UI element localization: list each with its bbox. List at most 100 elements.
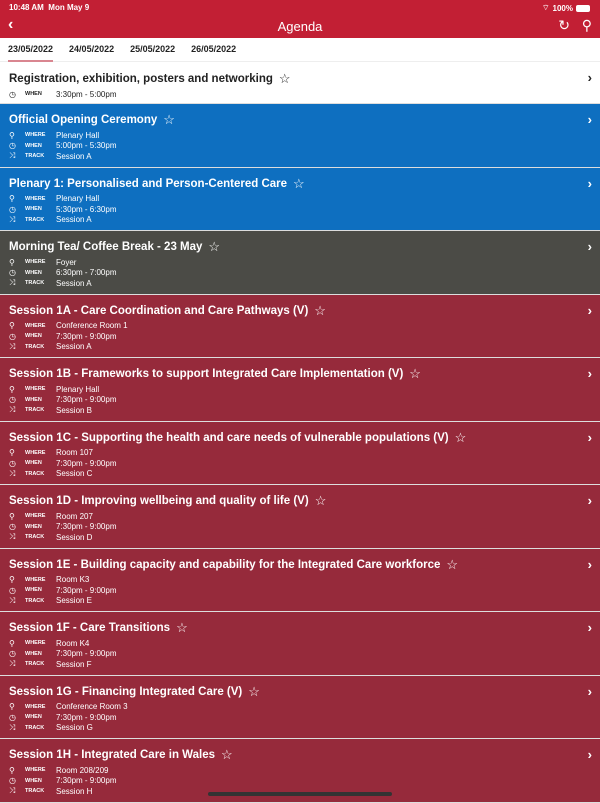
where-icon: ⚲ — [9, 448, 15, 458]
when-icon: ◷ — [9, 776, 16, 786]
item-title: Session 1E - Building capacity and capab… — [9, 558, 441, 571]
agenda-item[interactable]: Session 1A - Care Coordination and Care … — [0, 294, 600, 358]
when-icon: ◷ — [9, 712, 16, 722]
track-value: Session E — [56, 596, 93, 606]
when-label: WHEN — [25, 206, 42, 213]
status-right: ⌔ 100% — [542, 3, 590, 13]
track-label: TRACK — [25, 597, 45, 604]
agenda-item[interactable]: Official Opening Ceremony ☆ ⚲ WHERE Plenary … — [0, 104, 600, 168]
refresh-icon[interactable]: ↻ — [558, 17, 570, 33]
track-label: TRACK — [25, 724, 45, 731]
tab-date[interactable]: 24/05/2022 — [69, 44, 115, 54]
item-title: Official Opening Ceremony — [9, 114, 158, 126]
tab-date[interactable]: 26/05/2022 — [191, 44, 237, 54]
track-value: Session D — [56, 532, 93, 542]
agenda-item[interactable]: Plenary 1: Personalised and Person-Cente… — [0, 167, 600, 231]
agenda-item[interactable]: Session 1D - Improving wellbeing and qua… — [0, 485, 600, 549]
star-icon[interactable]: ☆ — [208, 239, 221, 254]
track-label: TRACK — [25, 470, 45, 477]
star-icon[interactable]: ☆ — [293, 175, 305, 191]
where-value: Room K4 — [56, 638, 90, 648]
star-icon[interactable]: ☆ — [454, 429, 467, 445]
item-where: ⚲ WHERE Room 207 — [9, 511, 591, 522]
where-value: Foyer — [56, 257, 77, 267]
item-title-row: Official Opening Ceremony ☆ — [9, 112, 591, 128]
track-icon: ⤨ — [9, 595, 16, 605]
track-icon: ⤨ — [9, 341, 16, 351]
chevron-right-icon: › — [587, 683, 592, 699]
track-value: Session B — [56, 405, 93, 415]
item-title: Session 1F - Care Transitions — [9, 622, 171, 634]
star-icon[interactable]: ☆ — [163, 112, 175, 127]
app-header: 10:48 AM Mon May 9 ⌔ 100% ‹ Agenda ↻ ⚲ — [0, 0, 600, 38]
wifi-icon: ⌔ — [542, 3, 550, 12]
track-icon: ⤨ — [9, 278, 16, 288]
where-label: WHERE — [25, 640, 46, 647]
agenda-item[interactable]: Morning Tea/ Coffee Break - 23 May ☆ ⚲ WHER… — [0, 231, 600, 295]
track-value: Session A — [56, 278, 92, 288]
where-value: Conference Room 3 — [56, 702, 128, 712]
chevron-right-icon: › — [587, 366, 592, 381]
star-icon[interactable]: ☆ — [278, 71, 291, 86]
item-track: ⤨ TRACK Session E — [9, 596, 591, 607]
track-icon: ⤨ — [9, 532, 16, 542]
chevron-right-icon: › — [587, 493, 592, 508]
item-where: ⚲ WHERE Plenary Hall — [9, 384, 591, 395]
where-label: WHERE — [25, 513, 46, 520]
chevron-right-icon: › — [587, 747, 592, 762]
where-icon: ⚲ — [9, 638, 15, 648]
where-label: WHERE — [25, 132, 46, 139]
where-value: Room K3 — [56, 575, 90, 585]
where-label: WHERE — [25, 576, 46, 583]
track-label: TRACK — [25, 407, 45, 414]
agenda-item[interactable]: Session 1G - Financing Integrated Care (… — [0, 675, 600, 739]
where-label: WHERE — [25, 767, 46, 774]
star-icon[interactable]: ☆ — [176, 620, 188, 635]
back-chevron-icon[interactable]: ‹ — [8, 16, 14, 33]
star-icon[interactable]: ☆ — [248, 683, 260, 699]
search-icon[interactable]: ⚲ — [581, 17, 592, 33]
agenda-list: Registration, exhibition, posters and ne… — [0, 62, 600, 803]
agenda-item[interactable]: Session 1C - Supporting the health and c… — [0, 421, 600, 485]
when-label: WHEN — [25, 269, 42, 276]
agenda-item[interactable]: Session 1H - Integrated Care in Wales ☆ ⚲ W… — [0, 739, 600, 803]
when-value: 7:30pm - 9:00pm — [56, 458, 117, 468]
star-icon[interactable]: ☆ — [446, 556, 459, 572]
when-label: WHEN — [25, 142, 42, 149]
when-icon: ◷ — [9, 204, 16, 214]
item-title: Session 1B - Frameworks to support Integ… — [9, 368, 404, 380]
where-icon: ⚲ — [9, 765, 15, 775]
item-track: ⤨ TRACK Session D — [9, 532, 591, 543]
agenda-item[interactable]: Session 1E - Building capacity and capab… — [0, 548, 600, 612]
item-where: ⚲ WHERE Foyer — [9, 257, 591, 268]
item-when: ◷ WHEN 5:30pm - 6:30pm — [9, 204, 591, 215]
star-icon[interactable]: ☆ — [314, 302, 326, 318]
when-value: 7:30pm - 9:00pm — [56, 649, 117, 659]
item-when: ◷ WHEN 7:30pm - 9:00pm — [9, 522, 591, 533]
track-label: TRACK — [25, 153, 45, 160]
agenda-item[interactable]: Session 1B - Frameworks to support Integ… — [0, 358, 600, 422]
when-label: WHEN — [25, 523, 42, 530]
track-icon: ⤨ — [9, 659, 16, 669]
item-where: ⚲ WHERE Plenary Hall — [9, 194, 591, 205]
item-when: ◷ WHEN 7:30pm - 9:00pm — [9, 331, 591, 342]
agenda-item[interactable]: Registration, exhibition, posters and ne… — [0, 62, 600, 104]
star-icon[interactable]: ☆ — [221, 747, 233, 762]
agenda-item[interactable]: Session 1F - Care Transitions ☆ ⚲ WHERE Room… — [0, 612, 600, 676]
star-icon[interactable]: ☆ — [314, 493, 327, 508]
item-track: ⤨ TRACK Session C — [9, 469, 591, 480]
track-label: TRACK — [25, 343, 45, 350]
item-title: Plenary 1: Personalised and Person-Cente… — [9, 177, 288, 190]
item-track: ⤨ TRACK Session A — [9, 342, 591, 353]
tab-date[interactable]: 23/05/2022 — [8, 44, 54, 62]
item-title-row: Registration, exhibition, posters and ne… — [9, 71, 591, 87]
item-when: ◷ WHEN 7:30pm - 9:00pm — [9, 776, 591, 787]
when-label: WHEN — [25, 777, 42, 784]
home-indicator[interactable] — [208, 792, 392, 796]
chevron-right-icon: › — [587, 112, 592, 127]
item-where: ⚲ WHERE Conference Room 1 — [9, 321, 591, 332]
battery-icon — [576, 4, 590, 12]
tab-date[interactable]: 25/05/2022 — [130, 44, 176, 54]
when-value: 7:30pm - 9:00pm — [56, 395, 117, 405]
star-icon[interactable]: ☆ — [409, 366, 421, 381]
